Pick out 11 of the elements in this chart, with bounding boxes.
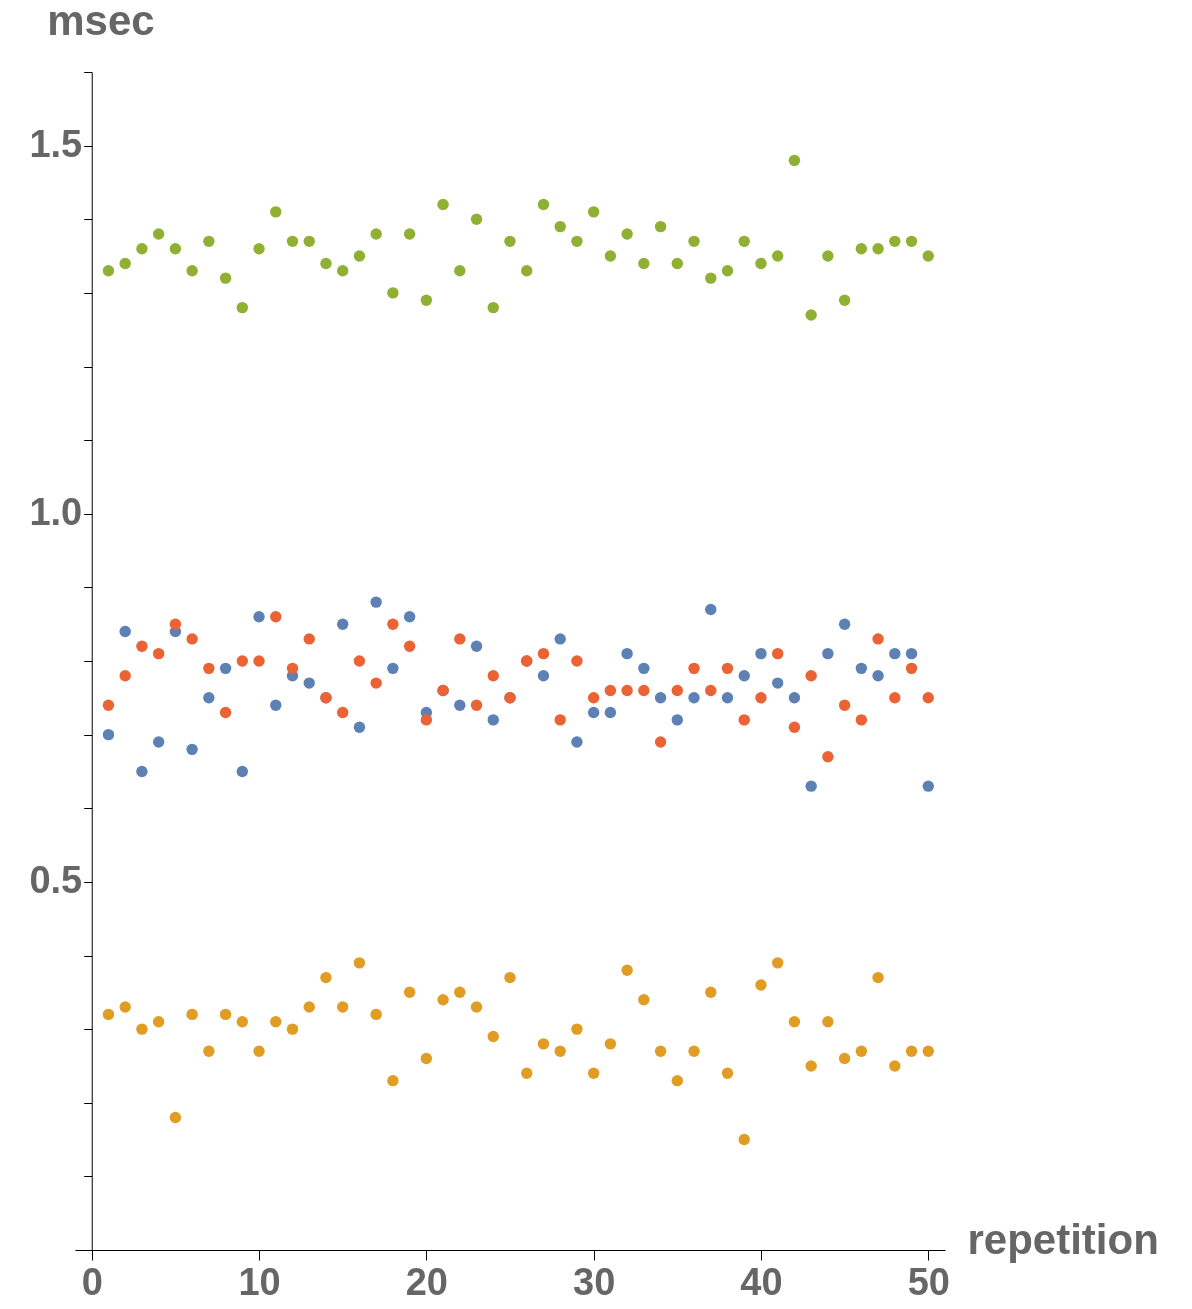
x-tick-label: 30	[573, 1260, 616, 1303]
y-axis-title: msec	[47, 0, 155, 44]
y-tick-label: 0.5	[29, 859, 83, 902]
x-tick-label: 50	[907, 1260, 950, 1303]
x-tick-label: 20	[405, 1260, 448, 1303]
x-tick-label: 10	[238, 1260, 281, 1303]
y-tick-label: 1.0	[29, 491, 83, 534]
x-tick-label: 40	[740, 1260, 783, 1303]
x-tick-label: 0	[81, 1260, 103, 1303]
y-tick-label: 1.5	[29, 123, 83, 166]
x-axis-title: repetition	[967, 1215, 1159, 1263]
